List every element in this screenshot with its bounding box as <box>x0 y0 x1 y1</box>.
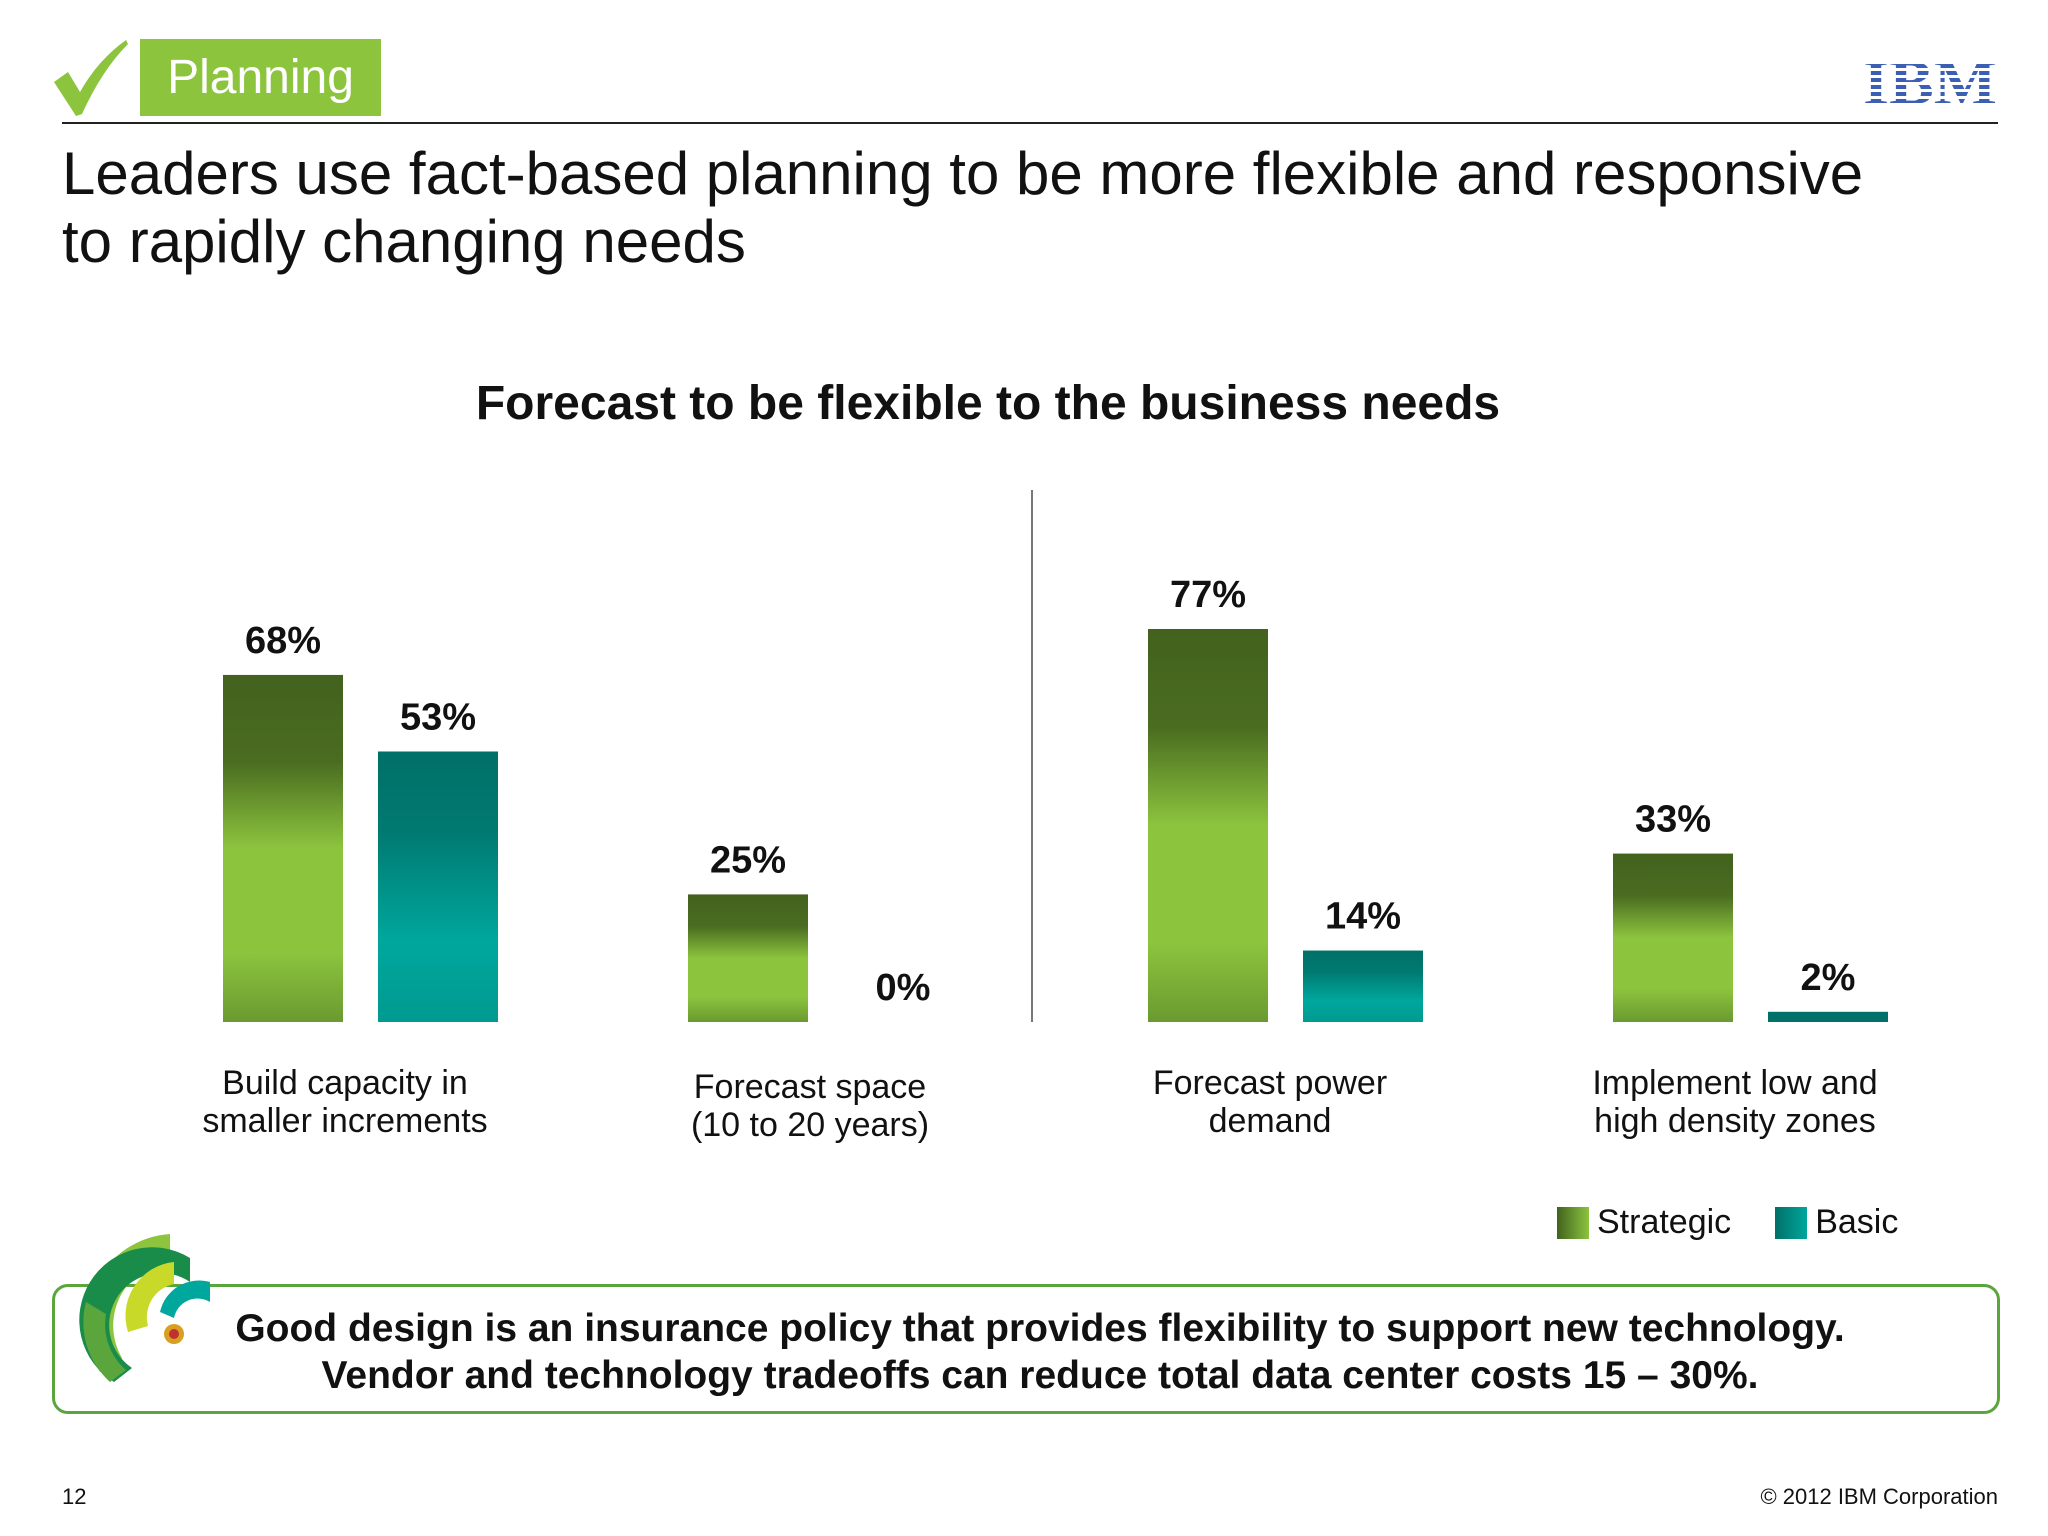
bars-group <box>223 629 1888 1022</box>
headline: Leaders use fact-based planning to be mo… <box>62 140 2002 276</box>
section-tag: Planning <box>140 39 381 116</box>
callout-line-2: Vendor and technology tradeoffs can redu… <box>321 1354 1759 1397</box>
bar-strategic-2 <box>688 894 808 1022</box>
data-label-strategic-4: 33% <box>1635 799 1711 841</box>
bar-strategic-1 <box>223 674 343 1022</box>
ibm-logo-text: IBM <box>1863 50 1997 106</box>
smarter-planet-emblem-icon <box>79 1234 210 1382</box>
data-label-strategic-2: 25% <box>710 839 786 881</box>
legend: Strategic Basic <box>1557 1203 1898 1242</box>
category-label-4-line-1: Implement low and <box>1592 1064 1878 1102</box>
ibm-logo: IBM <box>1863 50 1997 106</box>
callout-line-1: Good design is an insurance policy that … <box>235 1307 1845 1350</box>
category-label-3-line-2: demand <box>1208 1102 1332 1140</box>
data-label-strategic-1: 68% <box>245 620 321 662</box>
legend-label-basic: Basic <box>1815 1203 1899 1241</box>
category-label-2-line-2: (10 to 20 years) <box>690 1106 930 1144</box>
bar-basic-1 <box>378 751 498 1022</box>
data-label-basic-2: 0% <box>876 967 931 1009</box>
data-label-basic-1: 53% <box>400 696 476 738</box>
bar-strategic-4 <box>1613 853 1733 1022</box>
checkmark-icon <box>54 40 128 116</box>
category-label-3: Forecast power demand <box>1110 1064 1430 1140</box>
headline-line-2: to rapidly changing needs <box>62 208 746 275</box>
headline-line-1: Leaders use fact-based planning to be mo… <box>62 140 1864 207</box>
category-label-1-line-1: Build capacity in <box>222 1064 468 1102</box>
callout-text: Good design is an insurance policy that … <box>160 1305 1920 1399</box>
data-label-basic-4: 2% <box>1801 957 1856 999</box>
header-divider <box>62 122 1998 124</box>
chart-title-text: Forecast to be flexible to the business … <box>475 377 1501 430</box>
bar-basic-3 <box>1303 950 1423 1022</box>
page-number: 12 <box>62 1484 87 1509</box>
bar-basic-4 <box>1768 1011 1888 1022</box>
legend-item-strategic: Strategic <box>1557 1203 1731 1242</box>
category-label-1-line-2: smaller increments <box>202 1102 488 1140</box>
category-label-4: Implement low and high density zones <box>1575 1064 1895 1140</box>
category-label-1: Build capacity in smaller increments <box>185 1064 505 1140</box>
legend-label-strategic: Strategic <box>1597 1203 1732 1241</box>
callout-box <box>52 1284 2000 1414</box>
category-label-3-line-1: Forecast power <box>1152 1064 1388 1102</box>
chart-title: Forecast to be flexible to the business … <box>0 376 2048 431</box>
category-label-2-line-1: Forecast space <box>693 1068 927 1106</box>
legend-item-basic: Basic <box>1775 1203 1898 1242</box>
bar-labels-group: 68% 53% 25% 0% 77% 14% 33% 2% <box>245 574 1855 1009</box>
category-label-4-line-2: high density zones <box>1594 1102 1876 1140</box>
copyright: © 2012 IBM Corporation <box>1760 1484 1998 1509</box>
legend-swatch-strategic <box>1557 1206 1589 1239</box>
data-label-strategic-3: 77% <box>1170 574 1246 616</box>
legend-swatch-basic <box>1775 1206 1808 1239</box>
data-label-basic-3: 14% <box>1325 896 1401 938</box>
category-label-2: Forecast space (10 to 20 years) <box>650 1068 970 1144</box>
bar-strategic-3 <box>1148 629 1268 1022</box>
